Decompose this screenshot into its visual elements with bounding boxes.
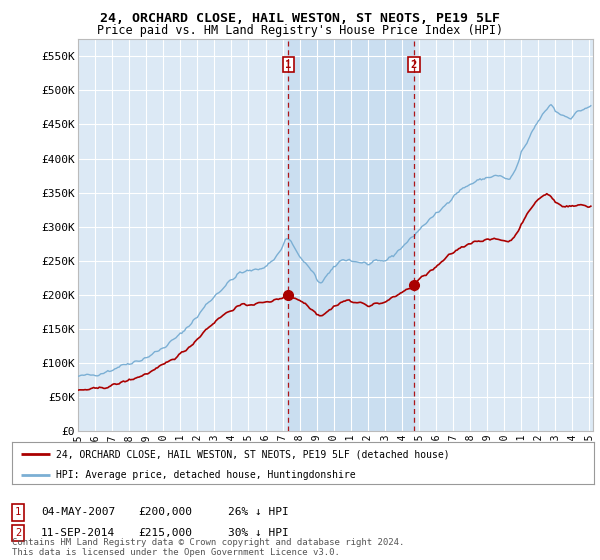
Bar — [289, 39, 414, 431]
Text: 11-SEP-2014: 11-SEP-2014 — [41, 528, 115, 538]
Text: 2: 2 — [410, 60, 417, 69]
Text: £200,000: £200,000 — [138, 507, 192, 517]
Text: 2: 2 — [15, 528, 21, 538]
Text: 26% ↓ HPI: 26% ↓ HPI — [228, 507, 289, 517]
Text: 30% ↓ HPI: 30% ↓ HPI — [228, 528, 289, 538]
Text: 1: 1 — [285, 60, 292, 69]
Text: HPI: Average price, detached house, Huntingdonshire: HPI: Average price, detached house, Hunt… — [56, 470, 355, 480]
Text: £215,000: £215,000 — [138, 528, 192, 538]
Text: 04-MAY-2007: 04-MAY-2007 — [41, 507, 115, 517]
Text: 24, ORCHARD CLOSE, HAIL WESTON, ST NEOTS, PE19 5LF (detached house): 24, ORCHARD CLOSE, HAIL WESTON, ST NEOTS… — [56, 449, 449, 459]
Text: 1: 1 — [15, 507, 21, 517]
Text: 24, ORCHARD CLOSE, HAIL WESTON, ST NEOTS, PE19 5LF: 24, ORCHARD CLOSE, HAIL WESTON, ST NEOTS… — [100, 12, 500, 25]
Text: Contains HM Land Registry data © Crown copyright and database right 2024.
This d: Contains HM Land Registry data © Crown c… — [12, 538, 404, 557]
Text: Price paid vs. HM Land Registry's House Price Index (HPI): Price paid vs. HM Land Registry's House … — [97, 24, 503, 36]
